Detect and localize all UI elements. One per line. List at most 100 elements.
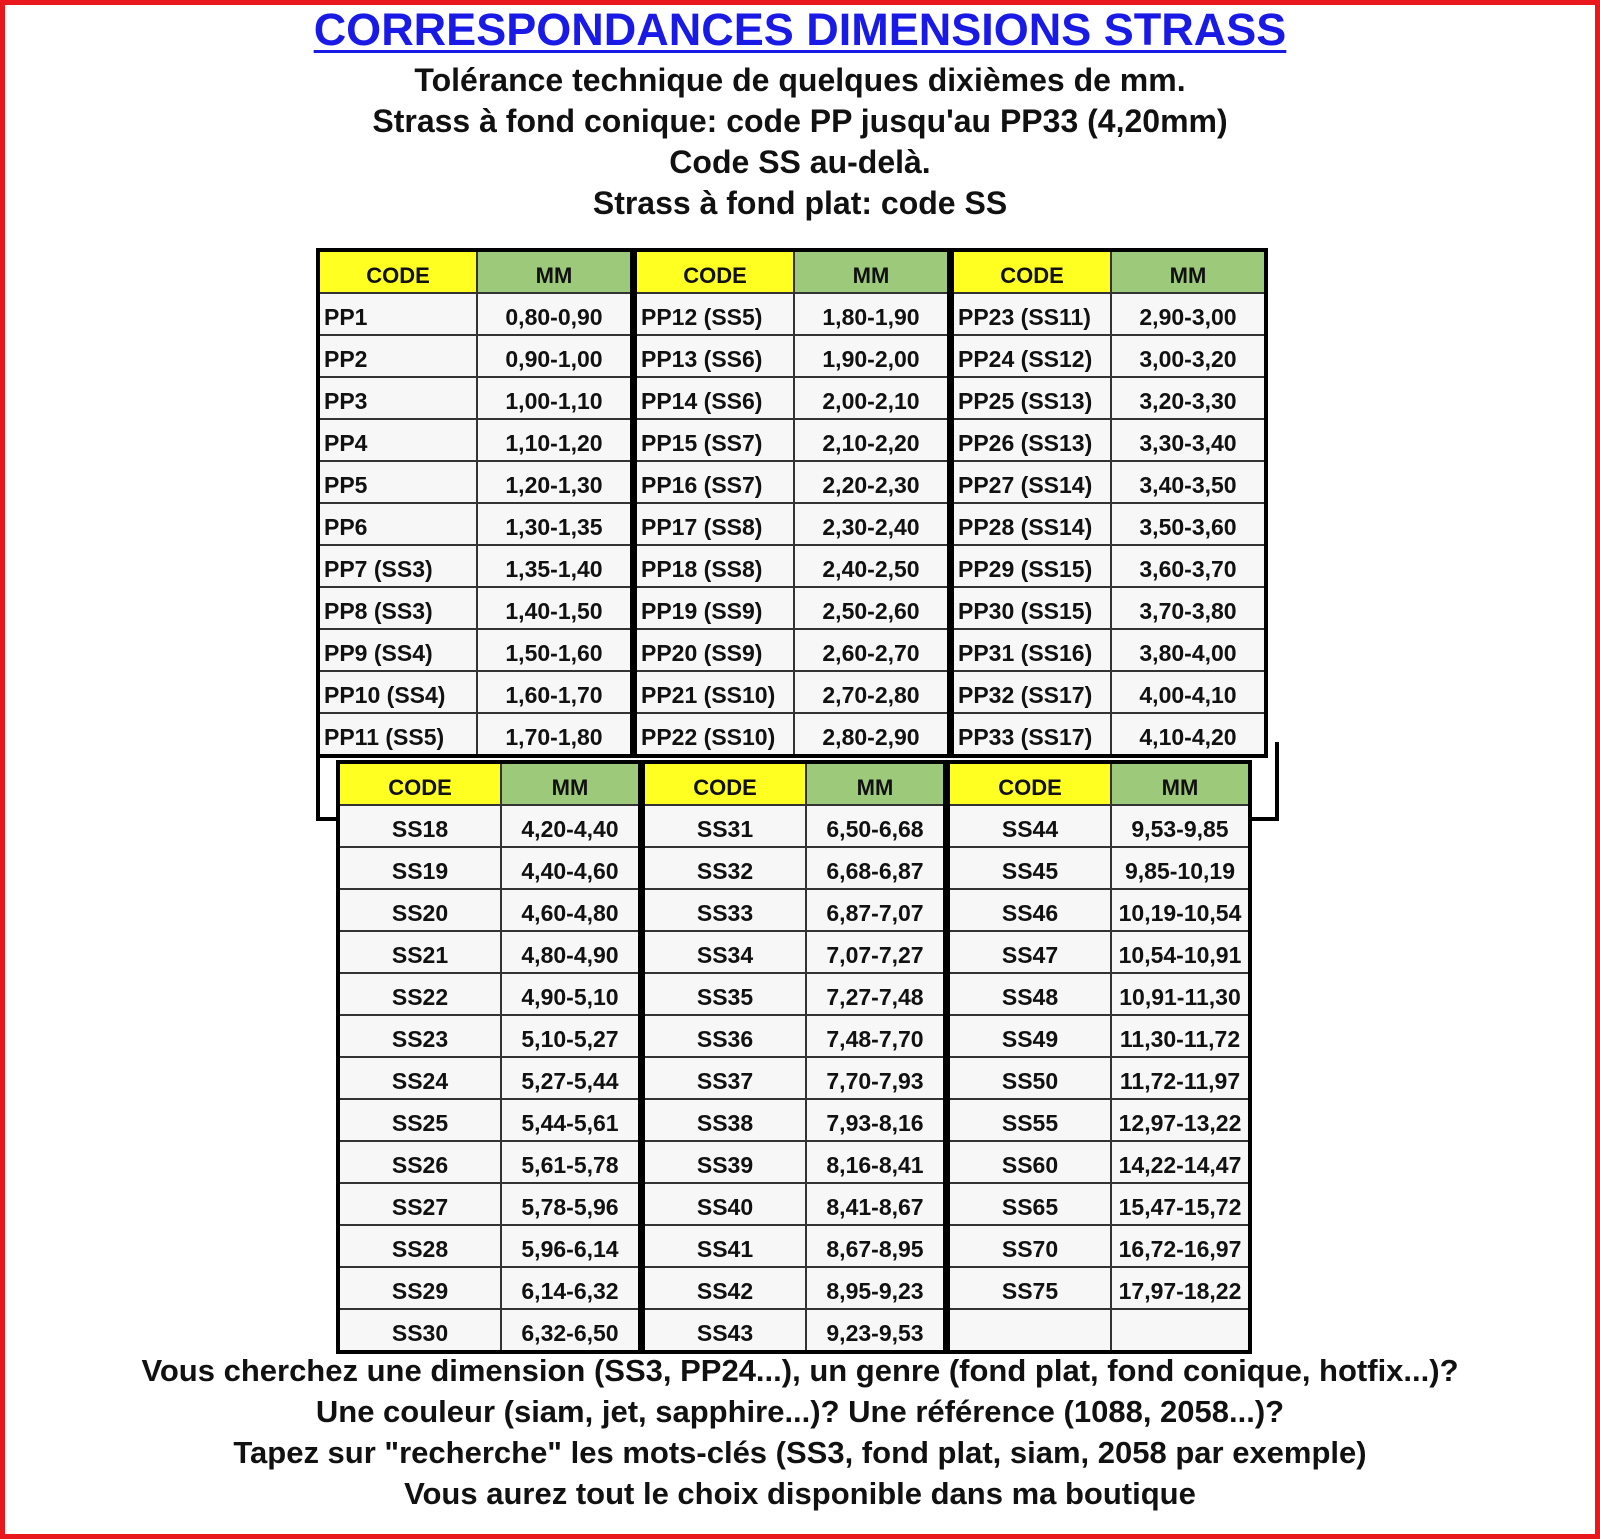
footer-line: Tapez sur "recherche" les mots-clés (SS3… bbox=[233, 1435, 1367, 1470]
code-cell: PP22 (SS10) bbox=[637, 714, 795, 754]
mm-cell: 3,40-3,50 bbox=[1139, 472, 1237, 498]
column-group: CODE MM SS31 6,50-6,68 SS32 6,68-6,87 SS33 6,87… bbox=[638, 764, 943, 1350]
mm-cell: 4,40-4,60 bbox=[521, 858, 619, 884]
table-row: SS23 5,10-5,27 bbox=[340, 1016, 638, 1058]
code-cell: SS43 bbox=[645, 1310, 807, 1350]
code-cell: SS32 bbox=[645, 848, 807, 888]
code-cell: SS27 bbox=[340, 1184, 502, 1224]
table-row: SS25 5,44-5,61 bbox=[340, 1100, 638, 1142]
code-cell: PP6 bbox=[320, 504, 478, 544]
mm-cell: 5,61-5,78 bbox=[521, 1152, 619, 1178]
code-cell: PP18 (SS8) bbox=[637, 546, 795, 586]
header-row: CODE MM bbox=[645, 764, 943, 806]
table-row: PP15 (SS7) 2,10-2,20 bbox=[637, 420, 947, 462]
code-cell: SS65 bbox=[950, 1184, 1112, 1224]
column-group: CODE MM PP23 (SS11) 2,90-3,00 PP24 (SS12) 3,0… bbox=[947, 252, 1264, 754]
mm-cell: 2,30-2,40 bbox=[822, 514, 920, 540]
mm-cell: 8,95-9,23 bbox=[826, 1278, 924, 1304]
footer-line: Vous cherchez une dimension (SS3, PP24..… bbox=[141, 1353, 1459, 1388]
mm-cell: 1,90-2,00 bbox=[822, 346, 920, 372]
mm-cell: 3,80-4,00 bbox=[1139, 640, 1237, 666]
mm-cell: 15,47-15,72 bbox=[1118, 1194, 1242, 1220]
code-cell: PP33 (SS17) bbox=[954, 714, 1112, 754]
table-row: PP2 0,90-1,00 bbox=[320, 336, 630, 378]
table-row: PP8 (SS3) 1,40-1,50 bbox=[320, 588, 630, 630]
mm-cell: 11,72-11,97 bbox=[1119, 1068, 1241, 1094]
table-row: PP26 (SS13) 3,30-3,40 bbox=[954, 420, 1264, 462]
table-row: PP23 (SS11) 2,90-3,00 bbox=[954, 294, 1264, 336]
code-cell: SS33 bbox=[645, 890, 807, 930]
footer-text: Vous cherchez une dimension (SS3, PP24..… bbox=[0, 1350, 1600, 1514]
code-cell: PP2 bbox=[320, 336, 478, 376]
table-row: SS50 11,72-11,97 bbox=[950, 1058, 1248, 1100]
subtitle-line: Strass à fond conique: code PP jusqu'au … bbox=[372, 103, 1228, 139]
page-title: CORRESPONDANCES DIMENSIONS STRASS bbox=[313, 4, 1287, 55]
code-cell: SS46 bbox=[950, 890, 1112, 930]
mm-cell: 8,67-8,95 bbox=[826, 1236, 924, 1262]
mm-cell: 2,90-3,00 bbox=[1139, 304, 1237, 330]
code-cell: PP21 (SS10) bbox=[637, 672, 795, 712]
code-cell: PP29 (SS15) bbox=[954, 546, 1112, 586]
table-row: SS29 6,14-6,32 bbox=[340, 1268, 638, 1310]
code-cell: PP27 (SS14) bbox=[954, 462, 1112, 502]
code-cell: PP14 (SS6) bbox=[637, 378, 795, 418]
code-cell: PP13 (SS6) bbox=[637, 336, 795, 376]
subtitle-line: Strass à fond plat: code SS bbox=[592, 185, 1008, 221]
code-cell: PP4 bbox=[320, 420, 478, 460]
table-row: SS49 11,30-11,72 bbox=[950, 1016, 1248, 1058]
code-cell: SS50 bbox=[950, 1058, 1112, 1098]
column-group: CODE MM PP12 (SS5) 1,80-1,90 PP13 (SS6) 1,90-… bbox=[630, 252, 947, 754]
table-row: PP10 (SS4) 1,60-1,70 bbox=[320, 672, 630, 714]
header-row: CODE MM bbox=[637, 252, 947, 294]
code-cell: SS45 bbox=[950, 848, 1112, 888]
code-cell: PP11 (SS5) bbox=[320, 714, 478, 754]
mm-cell bbox=[1112, 1310, 1248, 1350]
mm-header: MM bbox=[502, 764, 638, 804]
code-cell: SS18 bbox=[340, 806, 502, 846]
mm-cell: 4,20-4,40 bbox=[521, 816, 619, 842]
table-row: PP12 (SS5) 1,80-1,90 bbox=[637, 294, 947, 336]
table-row: SS36 7,48-7,70 bbox=[645, 1016, 943, 1058]
table-row: PP7 (SS3) 1,35-1,40 bbox=[320, 546, 630, 588]
table-row: SS42 8,95-9,23 bbox=[645, 1268, 943, 1310]
mm-cell: 4,80-4,90 bbox=[521, 942, 619, 968]
column-group: CODE MM PP1 0,80-0,90 PP2 0,90-1,00 PP3 1,00-1,… bbox=[320, 252, 630, 754]
code-cell: SS55 bbox=[950, 1100, 1112, 1140]
code-cell: PP15 (SS7) bbox=[637, 420, 795, 460]
code-cell: PP16 (SS7) bbox=[637, 462, 795, 502]
code-cell: SS60 bbox=[950, 1142, 1112, 1182]
table-row: SS38 7,93-8,16 bbox=[645, 1100, 943, 1142]
mm-cell: 8,16-8,41 bbox=[826, 1152, 924, 1178]
table-row: SS26 5,61-5,78 bbox=[340, 1142, 638, 1184]
table-row: SS21 4,80-4,90 bbox=[340, 932, 638, 974]
code-cell: PP28 (SS14) bbox=[954, 504, 1112, 544]
mm-cell: 1,20-1,30 bbox=[505, 472, 603, 498]
code-cell: SS40 bbox=[645, 1184, 807, 1224]
mm-cell: 2,20-2,30 bbox=[822, 472, 920, 498]
code-cell: PP3 bbox=[320, 378, 478, 418]
mm-cell: 2,00-2,10 bbox=[822, 388, 920, 414]
header-row: CODE MM bbox=[954, 252, 1264, 294]
column-group: CODE MM SS44 9,53-9,85 SS45 9,85-10,19 SS46 10,… bbox=[943, 764, 1248, 1350]
table-row: SS55 12,97-13,22 bbox=[950, 1100, 1248, 1142]
code-cell: PP17 (SS8) bbox=[637, 504, 795, 544]
code-cell: SS37 bbox=[645, 1058, 807, 1098]
code-cell: PP8 (SS3) bbox=[320, 588, 478, 628]
table-row: PP6 1,30-1,35 bbox=[320, 504, 630, 546]
ss-size-table: CODE MM SS18 4,20-4,40 SS19 4,40-4,60 SS20 4,60… bbox=[336, 760, 1252, 1354]
code-cell: SS70 bbox=[950, 1226, 1112, 1266]
table-row: SS75 17,97-18,22 bbox=[950, 1268, 1248, 1310]
code-cell: SS29 bbox=[340, 1268, 502, 1308]
mm-cell: 12,97-13,22 bbox=[1118, 1110, 1242, 1136]
table-row: PP11 (SS5) 1,70-1,80 bbox=[320, 714, 630, 754]
subtitle-line: Code SS au-delà. bbox=[669, 144, 931, 180]
mm-cell: 3,00-3,20 bbox=[1139, 346, 1237, 372]
code-cell: PP31 (SS16) bbox=[954, 630, 1112, 670]
mm-cell: 1,30-1,35 bbox=[505, 514, 603, 540]
table-row: SS27 5,78-5,96 bbox=[340, 1184, 638, 1226]
code-cell: PP1 bbox=[320, 294, 478, 334]
code-cell: PP10 (SS4) bbox=[320, 672, 478, 712]
table-row: PP13 (SS6) 1,90-2,00 bbox=[637, 336, 947, 378]
table-row: SS60 14,22-14,47 bbox=[950, 1142, 1248, 1184]
